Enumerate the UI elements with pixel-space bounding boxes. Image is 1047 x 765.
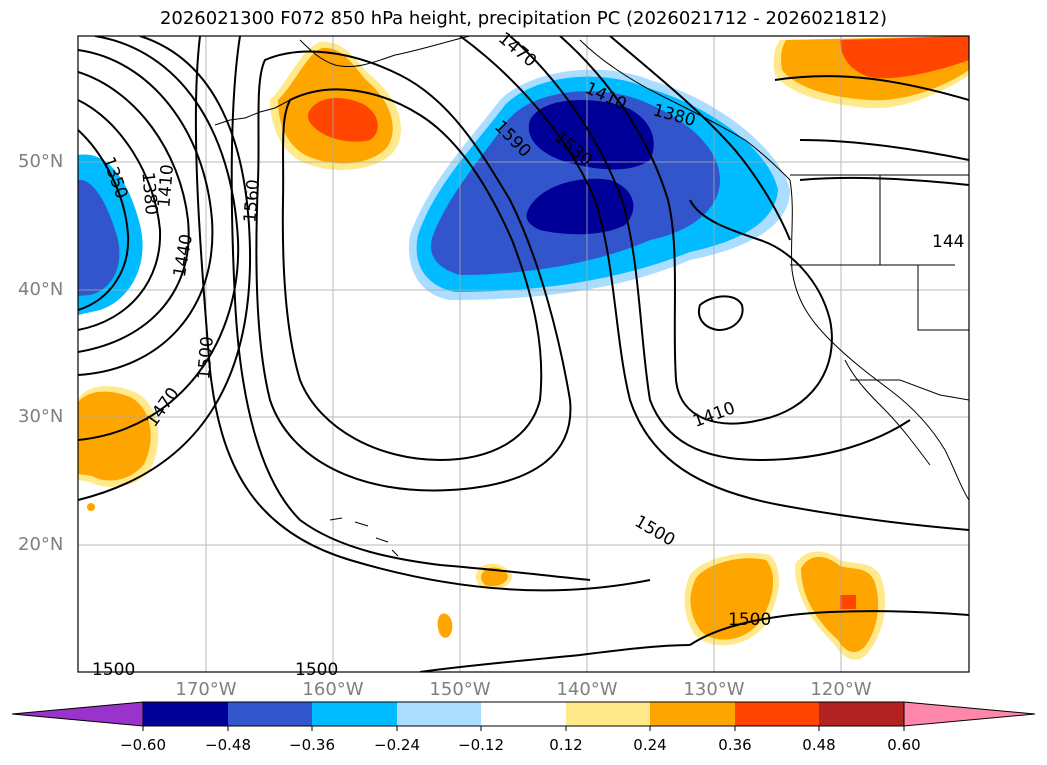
colorbar-swatch-3 — [312, 702, 397, 726]
pos-shade-se1-orange — [690, 558, 774, 640]
pos-shade-dot — [87, 503, 95, 511]
negative-precip-shading — [78, 69, 790, 315]
contour-1410-west — [78, 71, 190, 353]
colorbar-tick-label: 0.24 — [633, 736, 667, 754]
lon-label-170w: 170°W — [175, 679, 237, 700]
pos-shade-west-orange — [78, 391, 151, 481]
lon-label-160w: 160°W — [302, 679, 364, 700]
contour-label: 1500 — [92, 660, 135, 680]
us-west-coast — [789, 179, 969, 501]
contour-1500-se — [689, 610, 969, 646]
colorbar-extend-right — [903, 701, 1036, 727]
contour-label: 1410 — [154, 164, 178, 209]
colorbar-swatch-8 — [735, 702, 819, 726]
colorbar-extend-left — [11, 701, 144, 727]
contour-1470-west — [78, 36, 240, 441]
bc-coast — [579, 39, 791, 181]
contour-ne-2 — [799, 139, 969, 161]
map-frame — [77, 35, 970, 673]
neg-shade-navy-2 — [526, 178, 634, 235]
pos-shade-se2-orange — [801, 556, 879, 653]
colorbar-swatch-6 — [566, 702, 650, 726]
lon-label-130w: 130°W — [683, 679, 745, 700]
colorbar-tick-label: 0.12 — [549, 736, 583, 754]
neg-shade-west-blue — [78, 179, 120, 296]
contour-1380-east — [609, 36, 791, 241]
contour-trough-2 — [509, 36, 911, 462]
contour-trough-1 — [459, 36, 969, 531]
state-border-3 — [917, 265, 969, 331]
pos-shade-alaska-red — [307, 98, 378, 142]
pos-shade-se2-red — [840, 595, 856, 609]
contour-1350-west — [78, 129, 130, 311]
colorbar-tick-label: 0.48 — [802, 736, 836, 754]
contour-1560-outer — [255, 50, 572, 492]
colorbar-swatch-4 — [397, 702, 481, 726]
colorbar-swatch-2 — [228, 702, 312, 726]
contour-1440-west — [78, 49, 214, 376]
contour-labels: 1350 1380 1410 1440 1470 1500 1560 1590 … — [92, 28, 964, 680]
contour-label: 144 — [932, 232, 964, 252]
colorbar-tick-label: −0.48 — [205, 736, 251, 754]
colorbar-tick-label: −0.60 — [120, 736, 166, 754]
lat-label-50n: 50°N — [18, 151, 64, 172]
baja-coast — [844, 359, 931, 466]
colorbar-swatch-1 — [143, 702, 228, 726]
contour-label: 1500 — [295, 660, 338, 680]
contour-label: 1500 — [728, 610, 771, 630]
positive-precip-shading — [78, 36, 969, 660]
contour-label: 1560 — [240, 179, 264, 224]
contour-1500-south — [194, 36, 651, 592]
contour-trough-3 — [559, 36, 833, 425]
lat-label-30n: 30°N — [18, 406, 64, 427]
colorbar-border — [142, 701, 905, 727]
pos-shade-ne-red — [840, 36, 969, 79]
colorbar-swatch-9 — [819, 702, 904, 726]
lon-label-150w: 150°W — [429, 679, 491, 700]
us-mexico-border — [850, 379, 969, 401]
colorbar-tick-label: −0.24 — [374, 736, 420, 754]
colorbar-tick-label: 0.36 — [718, 736, 752, 754]
colorbar-swatch-5 — [481, 702, 566, 726]
contour-label: 1440 — [170, 233, 197, 279]
lat-label-40n: 40°N — [18, 279, 64, 300]
lon-label-120w: 120°W — [810, 679, 872, 700]
lat-label-20n: 20°N — [18, 534, 64, 555]
lon-label-140w: 140°W — [556, 679, 618, 700]
contour-1500-west — [78, 36, 252, 501]
contour-ne-3 — [799, 176, 969, 186]
hawaii-islands — [329, 517, 399, 557]
contour-label: 1500 — [194, 336, 218, 381]
height-contours — [78, 36, 969, 672]
contour-ne-1 — [774, 75, 969, 101]
contour-label: 1380 — [137, 171, 161, 216]
pos-shade-small-1-orange — [480, 567, 508, 587]
pos-shade-small-2 — [437, 613, 453, 638]
colorbar-tick-label: 0.60 — [887, 736, 921, 754]
colorbar-swatch-7 — [650, 702, 735, 726]
contour-low-center — [698, 295, 744, 332]
alaska-coast — [299, 36, 471, 68]
contour-1500-bottom — [419, 644, 691, 672]
contour-1530 — [230, 36, 591, 581]
colorbar-tick-label: −0.36 — [289, 736, 335, 754]
contour-1590-inner — [281, 88, 543, 462]
contour-label: 1470 — [494, 28, 540, 71]
contour-1380-west — [78, 99, 162, 331]
map-title: 2026021300 F072 850 hPa height, precipit… — [159, 8, 888, 29]
colorbar-tick-label: −0.12 — [458, 736, 504, 754]
coastlines — [214, 36, 969, 557]
colorbar — [11, 701, 1036, 731]
